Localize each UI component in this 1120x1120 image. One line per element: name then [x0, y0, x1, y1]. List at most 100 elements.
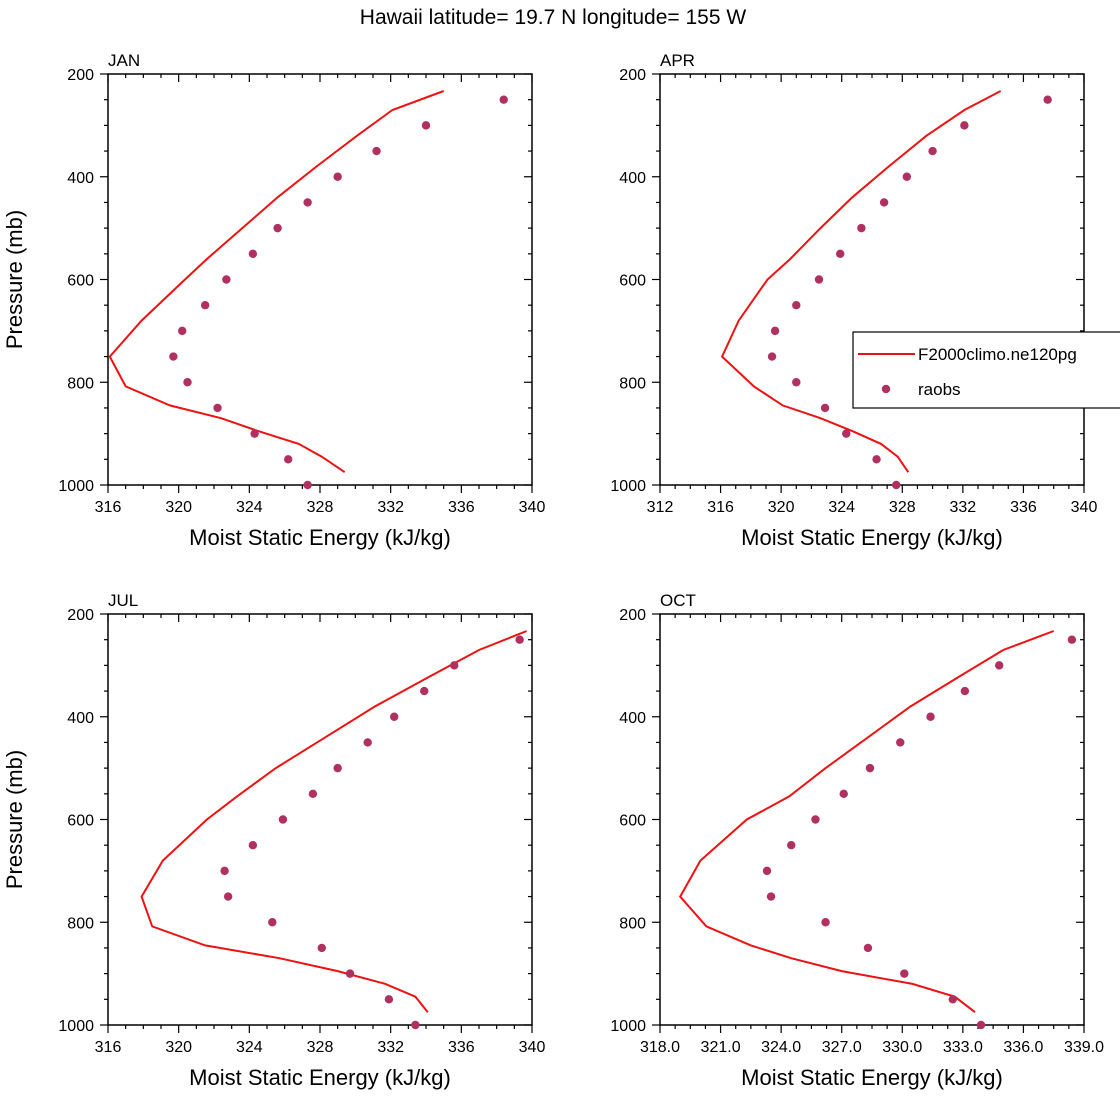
x-tick-label: 312 — [647, 499, 674, 516]
obs-data-point — [820, 403, 830, 413]
y-tick-label: 1000 — [610, 478, 646, 495]
y-tick-label: 400 — [67, 710, 94, 727]
obs-data-point — [928, 146, 937, 156]
x-tick-label: 333.0 — [943, 1039, 983, 1056]
obs-data-point — [345, 969, 355, 978]
panel-title: OCT — [660, 591, 696, 610]
obs-data-point — [863, 943, 873, 953]
x-tick-label: 340 — [519, 1039, 546, 1056]
y-tick-label: 600 — [619, 813, 646, 830]
obs-data-point — [384, 995, 394, 1004]
obs-data-point — [902, 172, 912, 181]
obs-data-point — [268, 918, 277, 927]
y-tick-label: 1000 — [58, 1018, 94, 1035]
obs-data-point — [308, 789, 318, 799]
obs-data-point — [273, 223, 282, 233]
obs-data-point — [333, 172, 342, 181]
obs-data-point — [450, 661, 459, 670]
x-tick-label: 320 — [768, 499, 795, 516]
legend: F2000climo.ne120pg raobs — [852, 331, 1120, 409]
obs-data-point — [865, 763, 875, 773]
obs-data-point — [515, 635, 524, 644]
x-tick-label: 324 — [828, 499, 855, 516]
obs-data-point — [1067, 635, 1077, 644]
obs-data-point — [960, 686, 970, 696]
panel-apr: APR 312 316 320 324 328 332 336 340 200 400 600 800 1… — [610, 51, 1097, 550]
y-tick-label: 600 — [619, 273, 646, 290]
obs-data-point — [284, 455, 293, 464]
obs-data-point — [770, 326, 780, 336]
x-tick-label: 332 — [377, 1039, 404, 1056]
x-tick-label: 320 — [165, 1039, 192, 1056]
x-tick-label: 328 — [307, 499, 334, 516]
model-series-line — [140, 630, 528, 1013]
obs-data-point — [303, 198, 312, 207]
x-tick-label: 340 — [1071, 499, 1098, 516]
obs-data-point — [420, 686, 429, 696]
obs-data-point — [499, 95, 508, 104]
legend-obs-swatch — [881, 384, 891, 394]
obs-data-point — [948, 995, 957, 1004]
obs-data-point — [317, 943, 326, 953]
obs-data-point — [200, 300, 210, 310]
x-tick-label: 336 — [448, 1039, 475, 1056]
x-tick-label: 316 — [95, 499, 122, 516]
y-tick-label: 400 — [67, 170, 94, 187]
obs-data-point — [248, 840, 258, 850]
panel-jan: JAN 316 320 324 328 332 336 340 200 400 600 800 1000… — [2, 51, 545, 550]
x-axis-label: Moist Static Energy (kJ/kg) — [189, 1065, 451, 1090]
x-tick-label: 336.0 — [1003, 1039, 1043, 1056]
obs-data-point — [223, 892, 233, 901]
obs-data-point — [278, 815, 288, 824]
obs-data-point — [333, 763, 342, 773]
y-tick-label: 200 — [67, 607, 94, 624]
obs-data-point — [183, 378, 192, 387]
obs-data-point — [767, 352, 777, 361]
y-tick-label: 200 — [67, 67, 94, 84]
y-tick-label: 800 — [67, 915, 94, 932]
panel-title: APR — [660, 51, 695, 70]
x-tick-label: 339.0 — [1064, 1039, 1104, 1056]
y-tick-label: 200 — [619, 607, 646, 624]
obs-data-point — [178, 326, 187, 336]
y-tick-label: 400 — [619, 710, 646, 727]
obs-data-point — [250, 429, 259, 438]
x-axis-label: Moist Static Energy (kJ/kg) — [741, 1065, 1003, 1090]
obs-data-point — [857, 223, 866, 233]
obs-data-point — [421, 121, 431, 130]
x-tick-label: 330.0 — [882, 1039, 922, 1056]
plot-frame — [659, 613, 1085, 1026]
x-tick-label: 324 — [236, 1039, 263, 1056]
y-tick-label: 800 — [619, 915, 646, 932]
y-tick-label: 800 — [67, 375, 94, 392]
obs-data-point — [926, 712, 935, 721]
y-tick-label: 400 — [619, 170, 646, 187]
x-tick-label: 316 — [707, 499, 734, 516]
obs-data-point — [762, 866, 772, 876]
y-tick-label: 800 — [619, 375, 646, 392]
obs-data-point — [821, 918, 830, 927]
obs-data-point — [787, 840, 796, 850]
obs-data-point — [900, 969, 909, 978]
x-axis-label: Moist Static Energy (kJ/kg) — [741, 525, 1003, 550]
y-tick-label: 200 — [619, 67, 646, 84]
obs-data-point — [213, 403, 222, 413]
obs-data-point — [892, 480, 901, 490]
plot-frame — [107, 73, 533, 486]
y-tick-label: 1000 — [58, 478, 94, 495]
obs-data-point — [879, 198, 889, 207]
plot-frame — [659, 73, 1085, 486]
x-tick-label: 336 — [1010, 499, 1037, 516]
obs-data-point — [1043, 95, 1052, 104]
x-axis-label: Moist Static Energy (kJ/kg) — [189, 525, 451, 550]
y-axis-label: Pressure (mb) — [2, 210, 27, 349]
plot-frame — [107, 613, 533, 1026]
y-tick-label: 600 — [67, 273, 94, 290]
x-tick-label: 324 — [236, 499, 263, 516]
obs-data-point — [814, 275, 824, 284]
x-tick-label: 340 — [519, 499, 546, 516]
x-tick-label: 332 — [377, 499, 404, 516]
obs-data-point — [222, 275, 231, 284]
obs-data-point — [169, 352, 178, 361]
